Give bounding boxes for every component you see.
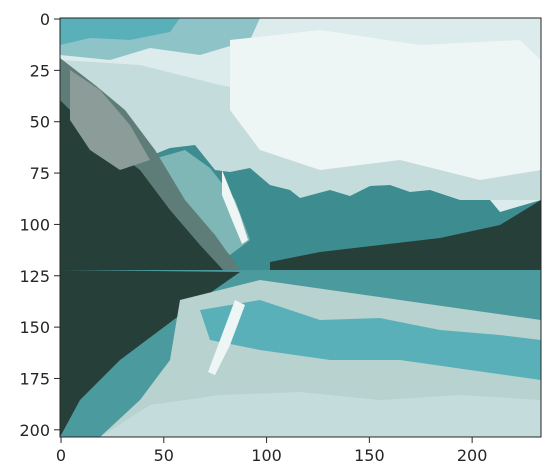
- x-tick-label: 150: [354, 446, 385, 465]
- x-tick-label: 100: [251, 446, 282, 465]
- x-tick-label: 200: [457, 446, 488, 465]
- water-reflection-mountains: [200, 300, 541, 380]
- y-tick-label: 175: [19, 369, 50, 388]
- y-tick-label: 100: [19, 215, 50, 234]
- x-axis: 0 50 100 150 200: [56, 437, 487, 465]
- water-reflection-dark-left: [60, 270, 240, 437]
- water-bottom-light: [100, 392, 541, 437]
- y-tick-label: 50: [30, 113, 50, 132]
- mountain-highlight: [150, 150, 250, 255]
- y-axis: 0 25 50 75 100 125 150 175 200: [19, 10, 60, 440]
- x-tick-label: 0: [56, 446, 66, 465]
- y-tick-label: 75: [30, 164, 50, 183]
- y-tick-label: 25: [30, 61, 50, 80]
- axes-frame: [59, 17, 542, 438]
- y-tick-label: 0: [40, 10, 50, 29]
- sky-teal-patch-dark: [60, 18, 180, 45]
- y-tick-label: 125: [19, 267, 50, 286]
- snow-streak: [222, 170, 248, 244]
- rock-face-left: [70, 70, 150, 170]
- y-tick-label: 150: [19, 318, 50, 337]
- water-reflection-streak: [208, 300, 245, 375]
- x-tick-label: 50: [154, 446, 174, 465]
- photo-image: [60, 18, 541, 437]
- sky-bright: [230, 30, 541, 180]
- y-tick-label: 200: [19, 421, 50, 440]
